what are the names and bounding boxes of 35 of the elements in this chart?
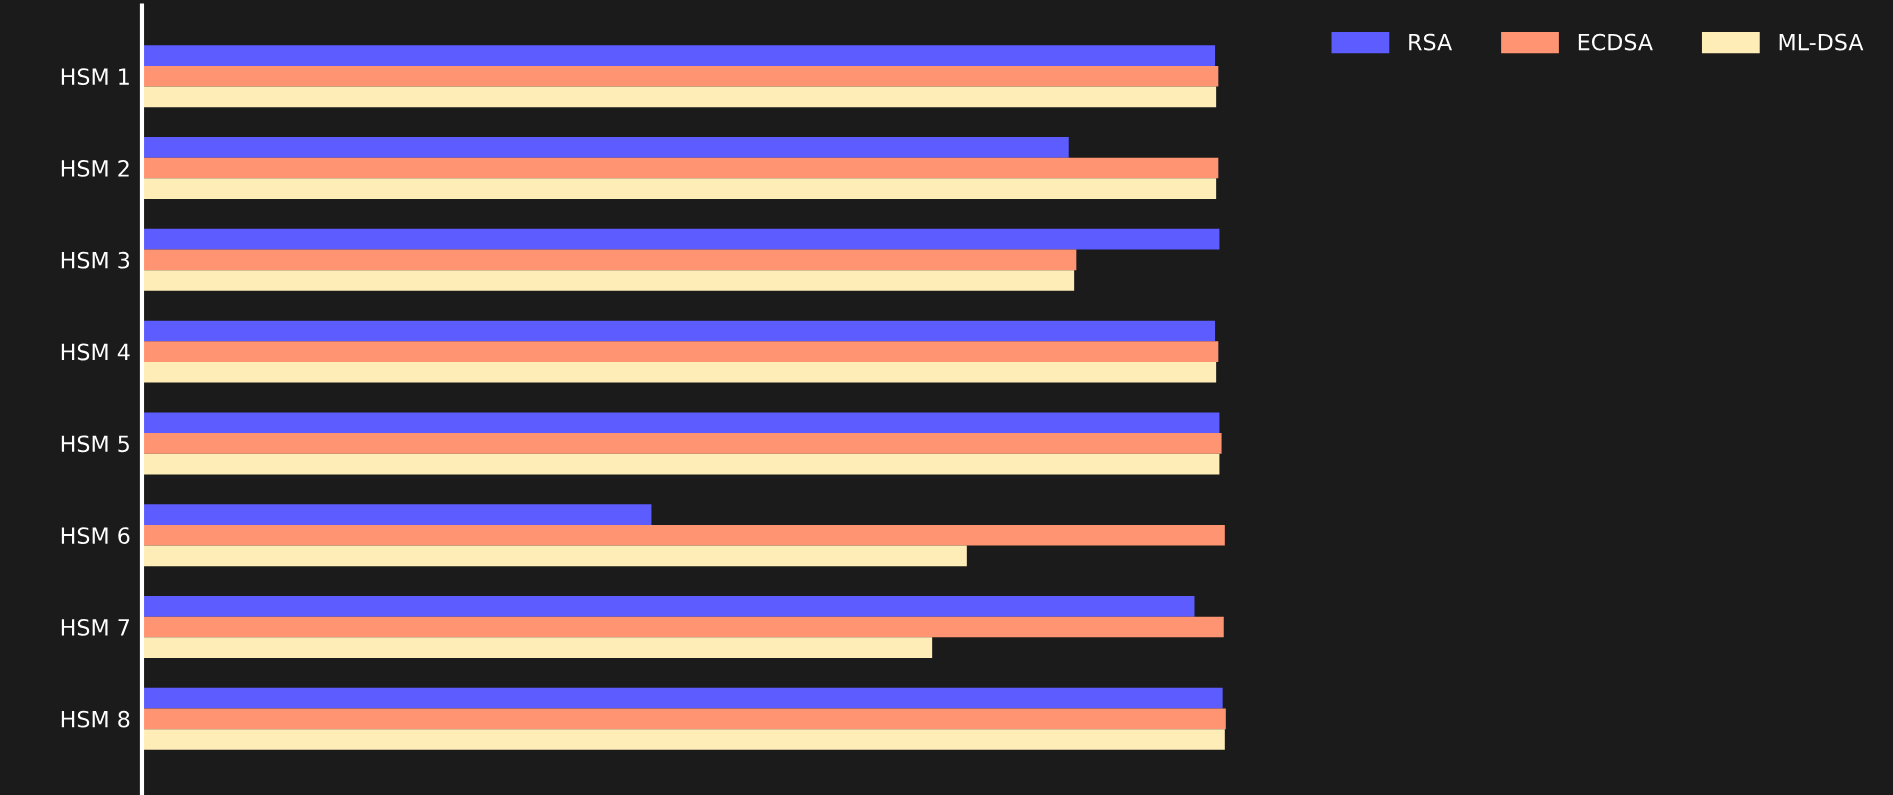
bar: [141, 320, 1216, 342]
bar: [141, 249, 1077, 271]
bar: [141, 65, 1219, 87]
bar: [141, 545, 967, 567]
y-tick-label: HSM 7: [61, 618, 129, 636]
bar: [141, 45, 1216, 66]
bar: [141, 361, 1217, 383]
bar: [141, 228, 1220, 250]
bar: [141, 270, 1075, 291]
bar: [141, 453, 1220, 475]
bar: [141, 137, 1069, 158]
y-tick-label: HSM 2: [61, 159, 129, 177]
bar: [141, 433, 1222, 454]
bar: [141, 504, 652, 525]
bar: [141, 178, 1217, 200]
bar: [141, 412, 1220, 434]
legend-label: ECDSA: [1578, 33, 1653, 51]
bar: [141, 616, 1224, 638]
bar: [141, 708, 1226, 730]
y-tick-label: HSM 4: [61, 343, 130, 361]
bar: [141, 596, 1195, 617]
bar: [141, 341, 1219, 362]
y-tick-label: HSM 5: [61, 435, 129, 453]
legend-label: ML-DSA: [1779, 33, 1864, 51]
bar: [141, 687, 1223, 709]
y-tick-label: HSM 8: [61, 710, 130, 728]
bar: [141, 729, 1225, 750]
bar: [141, 524, 1225, 546]
y-tick-label: HSM 3: [61, 251, 130, 269]
bar: [141, 157, 1219, 179]
legend-label: RSA: [1409, 33, 1453, 51]
y-tick-label: HSM 1: [61, 68, 129, 86]
bar: [141, 637, 933, 658]
bar: [141, 86, 1217, 108]
y-tick-label: HSM 6: [61, 527, 130, 544]
